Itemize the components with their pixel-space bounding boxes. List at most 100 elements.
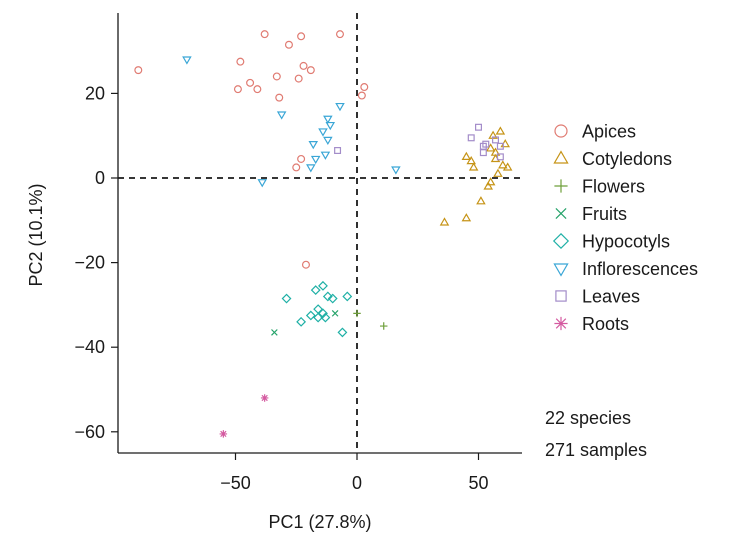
series-hypocotyls: [281, 280, 353, 338]
series-flowers: [353, 309, 388, 330]
data-point: [308, 141, 319, 150]
series-fruits: [271, 310, 339, 336]
data-point: [305, 310, 316, 321]
data-point: [498, 160, 508, 169]
data-point: [318, 280, 328, 291]
legend-label: Cotyledons: [582, 149, 672, 169]
data-point: [327, 293, 338, 304]
data-point: [485, 143, 496, 152]
legend-marker: [555, 207, 567, 220]
data-point: [485, 177, 496, 186]
legend-marker: [552, 232, 570, 250]
y-tick-label: −60: [74, 422, 105, 442]
data-point: [496, 142, 504, 150]
data-point: [271, 329, 278, 336]
series-apices: [134, 30, 369, 269]
legend-item-inflorescences: Inflorescences: [553, 259, 698, 279]
data-point: [323, 136, 333, 146]
legend-label: Flowers: [582, 177, 645, 197]
legend-marker: [554, 179, 568, 193]
data-point: [318, 308, 328, 319]
data-point: [297, 32, 306, 41]
data-points: [134, 30, 513, 438]
legend-marker: [553, 150, 569, 164]
data-point: [331, 310, 339, 317]
y-tick-label: 0: [95, 168, 105, 188]
data-point: [276, 111, 287, 120]
data-point: [320, 312, 331, 323]
data-point: [496, 153, 504, 161]
data-point: [253, 85, 262, 94]
data-point: [495, 126, 506, 135]
data-point: [475, 123, 482, 131]
data-point: [335, 102, 345, 112]
data-point: [233, 85, 242, 94]
data-point: [284, 40, 293, 49]
data-point: [468, 162, 479, 171]
axes: [117, 13, 522, 454]
data-point: [353, 309, 361, 318]
legend-label: Fruits: [582, 204, 627, 224]
data-point: [490, 153, 501, 163]
data-point: [260, 394, 269, 402]
data-point: [260, 30, 269, 39]
data-point: [299, 61, 308, 70]
data-point: [182, 56, 192, 65]
data-point: [334, 147, 342, 154]
y-tick-label: −20: [74, 253, 105, 273]
data-point: [467, 134, 475, 142]
data-point: [294, 74, 303, 83]
data-point: [310, 155, 321, 165]
legend-label: Apices: [582, 122, 636, 142]
x-axis-label: PC1 (27.8%): [268, 512, 371, 532]
data-point: [335, 30, 344, 39]
data-point: [219, 430, 228, 438]
data-point: [342, 291, 353, 302]
legend-marker: [553, 263, 569, 277]
data-point: [292, 163, 301, 172]
data-point: [492, 136, 499, 144]
data-point: [461, 151, 472, 160]
data-point: [325, 121, 336, 131]
series-leaves: [334, 123, 504, 161]
data-point: [306, 66, 315, 75]
data-point: [275, 93, 284, 102]
data-point: [439, 217, 450, 226]
y-tick-label: 20: [85, 83, 105, 103]
reference-lines: [118, 13, 522, 453]
legend-item-fruits: Fruits: [555, 204, 627, 224]
series-cotyledons: [439, 126, 513, 226]
legend-item-leaves: Leaves: [555, 287, 640, 307]
legend: Apices Cotyledons Flowers Fruits Hypocotyls I…: [552, 122, 698, 334]
legend-label: Leaves: [582, 287, 640, 307]
y-tick-label: −40: [74, 337, 105, 357]
data-point: [357, 91, 366, 100]
legend-item-roots: Roots: [554, 314, 629, 334]
data-point: [296, 316, 307, 327]
legend-marker: [554, 124, 568, 138]
data-point: [483, 181, 494, 190]
data-point: [461, 213, 472, 222]
legend-item-hypocotyls: Hypocotyls: [552, 232, 670, 252]
data-point: [301, 260, 310, 269]
data-point: [476, 196, 486, 205]
y-ticks: 20 0 −20 −40 −60: [74, 83, 118, 442]
legend-item-apices: Apices: [554, 122, 636, 142]
legend-label: Roots: [582, 314, 629, 334]
data-point: [297, 154, 306, 163]
series-roots: [219, 394, 269, 438]
data-point: [320, 151, 331, 160]
x-ticks: −50 0 50: [220, 453, 489, 493]
data-point: [493, 168, 503, 177]
samples-count-annotation: 271 samples: [545, 440, 647, 460]
data-point: [337, 327, 348, 338]
data-point: [318, 128, 328, 137]
series-inflorescences: [182, 56, 401, 188]
data-point: [322, 291, 333, 302]
y-axis-label: PC2 (10.1%): [26, 183, 46, 286]
data-point: [310, 285, 321, 296]
x-tick-label: 0: [352, 473, 362, 493]
data-point: [379, 322, 388, 330]
data-point: [479, 149, 487, 157]
species-count-annotation: 22 species: [545, 408, 631, 428]
